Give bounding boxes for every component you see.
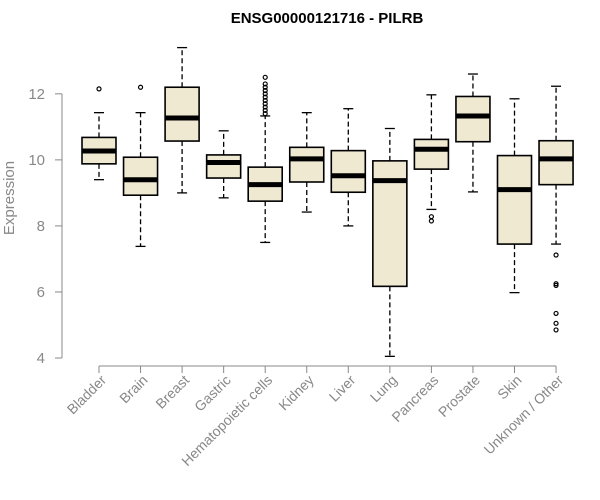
outlier-point	[553, 327, 559, 333]
box-prostate	[455, 73, 491, 193]
outlier-point	[553, 281, 559, 287]
outlier-point	[262, 91, 268, 97]
outlier-point	[262, 81, 268, 87]
iqr-box	[164, 86, 200, 142]
x-tick-label: Breast	[152, 372, 192, 412]
outlier-point	[262, 111, 268, 117]
box-pancreas	[413, 94, 450, 224]
outlier-point	[553, 310, 559, 317]
outlier-point	[262, 94, 268, 100]
x-tick-label: Prostate	[435, 372, 483, 420]
box-bladder	[81, 86, 117, 181]
box-breast	[164, 46, 200, 194]
x-tick-label: Kidney	[275, 372, 317, 414]
outlier-point	[553, 252, 559, 258]
x-tick-label: Brain	[116, 372, 150, 406]
box-hematopoietic-cells	[247, 74, 283, 244]
iqr-box	[413, 138, 450, 170]
outlier-point	[262, 74, 268, 80]
outlier-point	[262, 104, 268, 110]
iqr-box	[496, 154, 533, 245]
iqr-box	[455, 95, 491, 143]
y-axis-label: Expression	[1, 161, 18, 235]
box-unknown-other	[538, 85, 574, 333]
outlier-point	[262, 101, 268, 107]
x-tick-label: Skin	[494, 372, 525, 403]
box-lung	[372, 127, 408, 357]
outlier-point	[137, 84, 144, 90]
chart-title: ENSG00000121716 - PILRB	[231, 10, 424, 27]
outlier-point	[428, 214, 434, 220]
y-tick-label: 10	[28, 152, 45, 169]
x-tick-label: Lung	[367, 372, 400, 405]
iqr-box	[205, 154, 242, 179]
x-tick-label: Liver	[326, 372, 359, 405]
box-kidney	[288, 112, 325, 213]
x-tick-label: Unknown / Other	[481, 372, 567, 458]
iqr-box	[122, 156, 159, 197]
iqr-box	[330, 149, 367, 194]
y-tick-label: 4	[37, 350, 45, 367]
box-gastric	[205, 130, 242, 199]
y-tick-label: 8	[37, 218, 45, 235]
outlier-point	[262, 87, 268, 94]
box-skin	[496, 98, 533, 294]
iqr-box	[288, 146, 325, 183]
x-tick-label: Bladder	[64, 372, 110, 418]
y-tick-label: 12	[28, 86, 45, 103]
iqr-box	[538, 139, 574, 186]
outlier-point	[262, 107, 268, 113]
outlier-point	[262, 97, 268, 104]
y-tick-label: 6	[37, 284, 45, 301]
outlier-point	[553, 320, 559, 326]
y-axis: 4 6 8 10 12	[28, 86, 63, 367]
outlier-point	[96, 86, 102, 92]
boxes-group	[81, 46, 574, 357]
outlier-point	[262, 84, 268, 90]
outlier-point	[428, 218, 434, 224]
box-liver	[330, 108, 367, 227]
box-brain	[122, 84, 159, 248]
